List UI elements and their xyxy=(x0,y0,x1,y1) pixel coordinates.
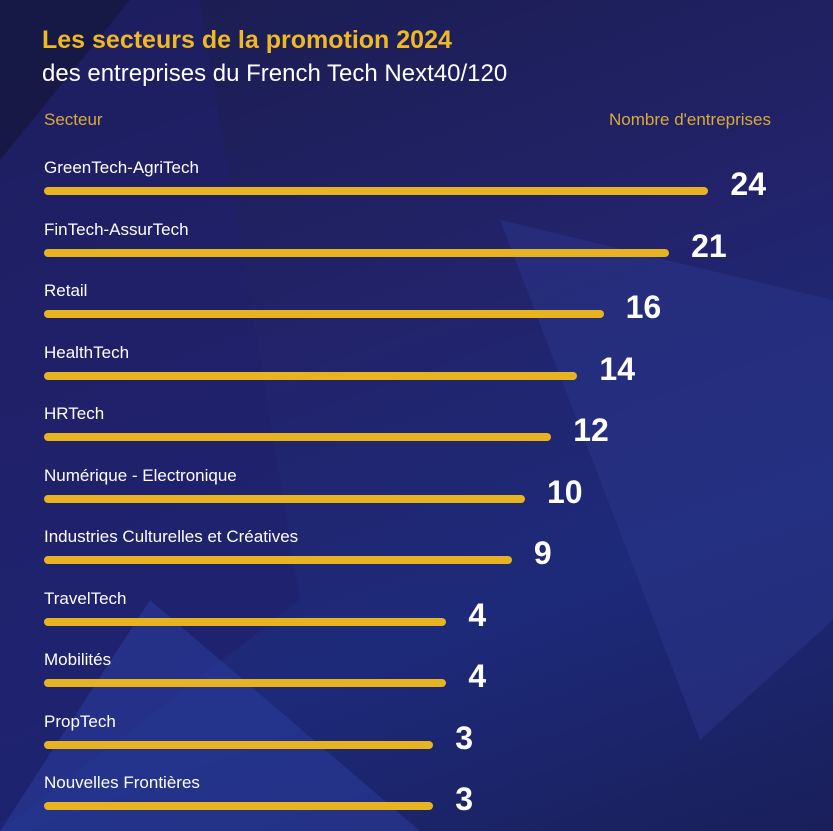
value-label: 21 xyxy=(691,227,727,264)
bar xyxy=(44,740,434,749)
x-axis-label: Nombre d'entreprises xyxy=(609,110,771,129)
category-label: Nouvelles Frontières xyxy=(44,773,200,792)
chart-title: Les secteurs de la promotion 2024 xyxy=(42,26,452,54)
category-label: PropTech xyxy=(44,711,116,731)
value-label: 9 xyxy=(533,535,552,571)
category-label: Mobilités xyxy=(44,650,112,669)
value-label: 3 xyxy=(455,781,474,817)
bar xyxy=(44,371,578,380)
value-label: 16 xyxy=(625,289,662,325)
category-label: Industries Culturelles et Créatives xyxy=(44,527,299,546)
bar xyxy=(44,433,552,441)
bar xyxy=(44,187,709,195)
bar xyxy=(44,310,604,318)
value-label: 4 xyxy=(468,596,487,633)
category-label: HealthTech xyxy=(44,342,130,362)
bar xyxy=(44,802,434,810)
value-label: 10 xyxy=(547,473,583,510)
category-label: TravelTech xyxy=(44,588,127,608)
bar xyxy=(44,617,447,626)
bar xyxy=(44,248,670,257)
category-label: Numérique - Electronique xyxy=(44,465,237,485)
value-label: 24 xyxy=(730,166,766,202)
category-label: FinTech-AssurTech xyxy=(44,219,189,239)
bar xyxy=(44,679,447,687)
value-label: 3 xyxy=(455,719,474,756)
category-label: HRTech xyxy=(44,404,105,423)
value-label: 12 xyxy=(573,412,609,448)
category-label: Retail xyxy=(44,281,88,300)
bar xyxy=(44,494,525,503)
value-label: 4 xyxy=(468,658,487,694)
value-label: 14 xyxy=(599,350,635,387)
bar xyxy=(44,556,512,564)
y-axis-label: Secteur xyxy=(44,110,103,129)
category-label: GreenTech-AgriTech xyxy=(44,158,199,177)
chart-subtitle: des entreprises du French Tech Next40/12… xyxy=(42,60,508,87)
